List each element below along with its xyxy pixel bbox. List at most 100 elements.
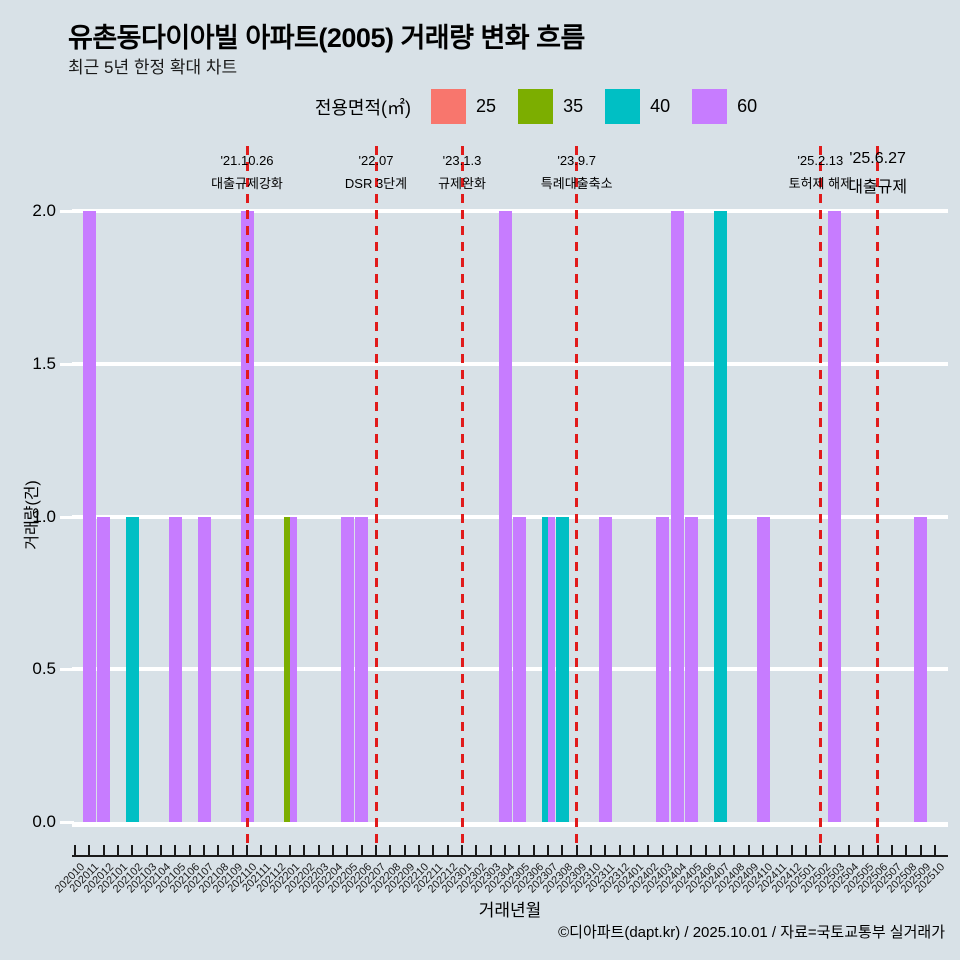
bar-202305-60	[512, 516, 526, 822]
legend-swatch	[518, 89, 554, 124]
x-tick	[217, 845, 220, 855]
event-line	[876, 146, 880, 846]
event-date: '21.10.26	[220, 153, 274, 168]
bar-202407-40	[713, 211, 727, 822]
x-tick	[618, 845, 621, 855]
legend-item: 60	[692, 89, 765, 124]
event-line	[460, 146, 464, 846]
x-tick	[203, 845, 205, 855]
x-tick	[117, 845, 119, 855]
x-tick	[604, 845, 607, 855]
x-tick	[747, 845, 750, 855]
y-tick-label: 1.5	[32, 353, 56, 373]
bar-202404-60	[670, 211, 684, 822]
x-axis-line	[72, 855, 948, 857]
x-tick	[819, 845, 822, 855]
legend-item: 35	[518, 89, 591, 124]
y-tick-label: 2.0	[32, 201, 56, 220]
legend-item-label: 35	[563, 96, 584, 116]
event-label: 대출규제	[848, 179, 908, 196]
x-tick	[360, 845, 363, 855]
x-tick	[518, 845, 521, 855]
event-annotation: '22.07 DSR 3단계	[345, 153, 407, 192]
x-tick	[532, 845, 535, 855]
bar-202201-60	[290, 516, 297, 822]
x-tick	[461, 845, 463, 855]
y-tick-label: 1.0	[32, 506, 56, 526]
x-tick	[160, 845, 162, 855]
x-tick	[332, 845, 334, 855]
x-tick	[403, 845, 406, 855]
legend: 전용면적(㎡) 25 35 40 60	[120, 88, 960, 125]
bar-202308-40	[555, 516, 569, 822]
x-tick	[260, 845, 263, 855]
x-tick	[862, 845, 865, 855]
x-tick	[274, 845, 277, 855]
x-tick	[188, 845, 191, 855]
event-line	[575, 146, 579, 846]
legend-item-label: 40	[650, 96, 671, 116]
x-tick	[704, 845, 707, 855]
bar-202304-60	[498, 211, 512, 822]
x-tick	[848, 845, 850, 855]
x-tick	[690, 845, 693, 855]
x-tick	[575, 845, 578, 855]
x-tick	[231, 845, 234, 855]
bar-202102-40	[125, 516, 139, 822]
y-tick-label: 0.0	[32, 812, 56, 831]
event-date: '23.9.7	[557, 153, 596, 168]
x-tick	[790, 845, 793, 855]
event-line	[374, 146, 378, 846]
x-tick	[145, 845, 148, 855]
event-annotation: '21.10.26 대출규제강화	[211, 153, 283, 192]
bar-202105-60	[168, 516, 182, 822]
bar-202410-60	[756, 516, 770, 822]
x-tick	[389, 845, 392, 855]
event-date: '22.07	[358, 153, 394, 168]
event-annotation: '25.6.27 대출규제	[848, 150, 907, 197]
event-date: '25.6.27	[849, 150, 906, 167]
event-line	[245, 146, 249, 846]
legend-swatch	[605, 89, 641, 124]
x-tick	[805, 845, 807, 855]
bar-202206-60	[355, 516, 369, 822]
event-date: '23.1.3	[442, 153, 482, 168]
event-annotation: '23.9.7 특례대출축소	[541, 153, 613, 192]
bar-202509-60	[914, 516, 928, 822]
y-tick	[60, 668, 74, 672]
legend-item: 40	[605, 89, 678, 124]
y-tick	[60, 362, 74, 366]
legend-title: 전용면적(㎡)	[314, 97, 412, 118]
x-tick	[346, 845, 349, 855]
x-tick	[561, 845, 564, 855]
legend-item: 25	[431, 89, 504, 124]
event-label: 특례대출축소	[540, 176, 613, 191]
event-label: 대출규제강화	[211, 176, 283, 191]
y-tick-label: 0.5	[32, 659, 56, 679]
x-tick	[88, 845, 91, 855]
legend-items: 25 35 40 60	[431, 89, 765, 124]
x-tick	[719, 845, 721, 855]
legend-item-label: 60	[737, 96, 758, 116]
x-tick	[446, 845, 449, 855]
x-tick	[919, 845, 922, 855]
bar-202405-60	[684, 516, 698, 822]
x-tick	[776, 845, 779, 855]
bar-202107-60	[197, 516, 211, 822]
x-tick	[633, 845, 635, 855]
bar-202201-35	[283, 516, 290, 822]
bar-202205-60	[340, 516, 354, 822]
bar-202307-40	[541, 516, 548, 822]
y-tick	[60, 210, 74, 213]
x-tick	[934, 845, 936, 855]
x-tick	[891, 845, 893, 855]
event-label: 토허제 해제	[788, 176, 853, 191]
x-tick	[432, 845, 435, 855]
chart-subtitle: 최근 5년 한정 확대 차트	[68, 58, 238, 77]
y-tick	[60, 515, 74, 519]
bar-202311-60	[598, 516, 612, 822]
bar-202012-60	[97, 516, 111, 822]
x-tick	[174, 845, 177, 855]
x-tick	[131, 845, 134, 855]
